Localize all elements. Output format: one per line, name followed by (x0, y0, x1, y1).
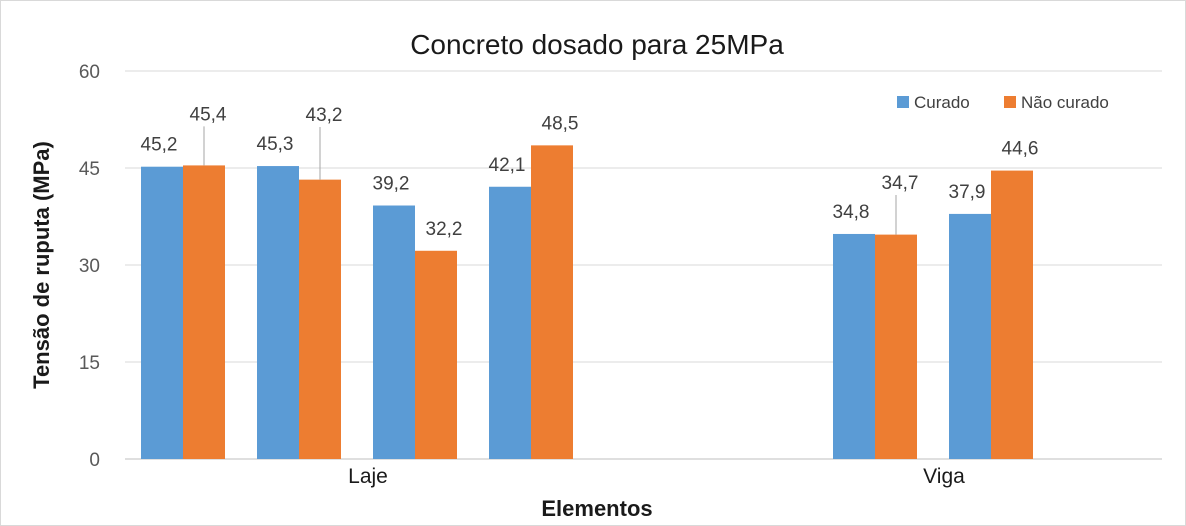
data-label-curado: 39,2 (373, 174, 410, 195)
bar-curado (833, 233, 875, 459)
data-label-nao-curado: 34,7 (882, 173, 919, 194)
bar-nao-curado (991, 170, 1033, 459)
data-label-nao-curado: 43,2 (306, 105, 343, 126)
data-label-curado: 34,8 (833, 202, 870, 223)
bar-curado (489, 186, 531, 459)
x-axis-title: Elementos (541, 496, 652, 521)
y-tick-label: 30 (79, 256, 100, 277)
bar-nao-curado (875, 234, 917, 459)
bars (141, 145, 1033, 459)
y-tick-label: 15 (79, 353, 100, 374)
data-label-curado: 45,2 (141, 135, 178, 156)
data-label-nao-curado: 32,2 (426, 219, 463, 240)
bar-nao-curado (531, 145, 573, 459)
y-tick-label: 45 (79, 159, 100, 180)
bar-nao-curado (299, 179, 341, 459)
bar-curado (949, 213, 991, 459)
category-label: Viga (923, 465, 965, 488)
data-label-nao-curado: 44,6 (1002, 139, 1039, 160)
leader-lines (203, 126, 897, 235)
data-label-nao-curado: 45,4 (190, 104, 227, 125)
y-axis-title: Tensão de ruputa (MPa) (29, 141, 54, 389)
bar-curado (141, 166, 183, 459)
legend-label: Curado (914, 93, 970, 112)
data-labels: 45,2 45,4 45,3 43,2 39,2 32,2 42,1 48,5 34,8 34,7… (141, 104, 1039, 239)
y-tick-label: 0 (89, 450, 100, 471)
bar-nao-curado (183, 165, 225, 459)
category-label: Laje (348, 465, 388, 488)
bar-curado (257, 166, 299, 459)
legend: Curado Não curado (897, 93, 1109, 112)
legend-swatch (897, 96, 909, 108)
data-label-curado: 45,3 (257, 134, 294, 155)
data-label-nao-curado: 48,5 (542, 113, 579, 134)
category-labels: Laje Viga (348, 465, 965, 488)
legend-label: Não curado (1021, 93, 1109, 112)
data-label-curado: 42,1 (489, 155, 526, 176)
legend-swatch (1004, 96, 1016, 108)
bar-nao-curado (415, 250, 457, 459)
y-tick-label: 60 (79, 62, 100, 83)
data-label-curado: 37,9 (949, 182, 986, 203)
bar-curado (373, 205, 415, 459)
chart-title: Concreto dosado para 25MPa (410, 29, 784, 60)
